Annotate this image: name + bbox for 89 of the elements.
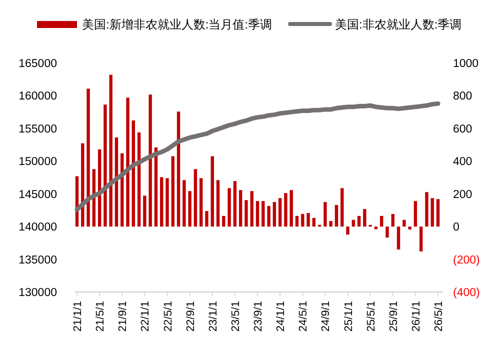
bar: [171, 156, 174, 227]
bar: [228, 188, 231, 227]
bar: [205, 211, 208, 227]
bar: [267, 206, 270, 227]
bar: [194, 169, 198, 227]
bar: [312, 218, 316, 227]
bar: [374, 226, 378, 230]
y2-tick-label: 1000: [453, 58, 479, 70]
bar: [109, 74, 112, 227]
bar: [334, 204, 338, 227]
bar: [346, 226, 350, 235]
x-tick-label: 23/5/1: [230, 301, 242, 332]
x-tick-label: 23/9/1: [252, 301, 264, 332]
x-tick-label: 22/5/1: [162, 301, 174, 332]
y2-tick-label: (200): [453, 254, 480, 266]
x-tick-label: 23/1/1: [207, 301, 220, 332]
bar: [329, 221, 332, 227]
x-tick-label: 26/5/1: [433, 301, 445, 332]
y2-tick-label: (400): [453, 287, 480, 299]
x-tick-label: 21/9/1: [117, 301, 130, 332]
x-tick-label: 21/5/1: [94, 301, 107, 332]
x-tick-label: 24/1/1: [275, 301, 288, 332]
bar: [216, 180, 220, 227]
x-tick-label: 25/5/1: [365, 301, 378, 332]
bar: [126, 98, 130, 227]
y-tick-label: 140000: [18, 222, 57, 234]
y-tick-label: 145000: [18, 188, 57, 201]
bar: [188, 191, 192, 227]
y-tick-label: 130000: [18, 287, 57, 299]
bar: [396, 226, 400, 250]
bar: [430, 198, 434, 227]
bar: [143, 196, 146, 227]
bar: [340, 188, 344, 227]
bar: [419, 226, 423, 252]
bar: [278, 198, 282, 227]
bar: [148, 94, 152, 227]
bar: [199, 178, 203, 227]
bar: [306, 212, 310, 227]
x-tick-label: 26/1/1: [410, 301, 422, 332]
y2-tick-label: 800: [453, 90, 472, 103]
bar: [233, 181, 237, 227]
y-tick-label: 135000: [18, 254, 57, 266]
bar: [402, 220, 406, 227]
bar: [104, 104, 107, 227]
bar: [86, 88, 90, 227]
bar: [284, 193, 288, 227]
bar: [166, 178, 169, 227]
bar: [210, 156, 214, 227]
y2-tick-label: 400: [453, 156, 472, 168]
x-tick-label: 22/1/1: [140, 301, 152, 332]
bar: [363, 209, 366, 227]
y-tick-label: 150000: [18, 156, 57, 168]
x-tick-label: 24/5/1: [298, 301, 310, 332]
legend-label: 美国:非农就业人数:季调: [335, 18, 462, 32]
bar: [256, 201, 260, 227]
bar: [290, 190, 293, 227]
bar: [160, 177, 164, 227]
bar: [386, 226, 389, 238]
bar: [357, 216, 361, 227]
y-tick-label: 155000: [18, 123, 57, 136]
bar: [238, 190, 242, 227]
bar: [301, 214, 304, 227]
bar: [324, 202, 327, 227]
bar: [272, 202, 276, 227]
x-tick-label: 21/1/1: [72, 301, 84, 332]
bar: [250, 191, 254, 227]
bar: [182, 180, 186, 227]
bar: [244, 200, 248, 227]
bar: [391, 214, 394, 227]
x-tick-label: 25/9/1: [388, 301, 400, 332]
x-tick-label: 25/1/1: [342, 301, 355, 332]
y2-tick-label: 600: [453, 123, 472, 136]
bar: [222, 216, 226, 227]
x-tick-label: 24/9/1: [320, 301, 332, 332]
bar: [414, 201, 418, 227]
bar: [380, 216, 384, 227]
y-tick-label: 165000: [18, 58, 57, 70]
y2-tick-label: 200: [453, 188, 472, 201]
bar: [352, 220, 355, 227]
bar: [425, 192, 428, 227]
y-tick-label: 160000: [18, 90, 57, 103]
bar: [436, 199, 440, 227]
bar: [176, 112, 180, 227]
legend-label: 美国:新增非农就业人数:当月值:季调: [82, 18, 272, 32]
bar: [295, 216, 299, 227]
y2-tick-label: 0: [453, 222, 460, 234]
bar: [408, 226, 412, 230]
bar: [262, 201, 265, 227]
x-tick-label: 22/9/1: [184, 301, 197, 332]
